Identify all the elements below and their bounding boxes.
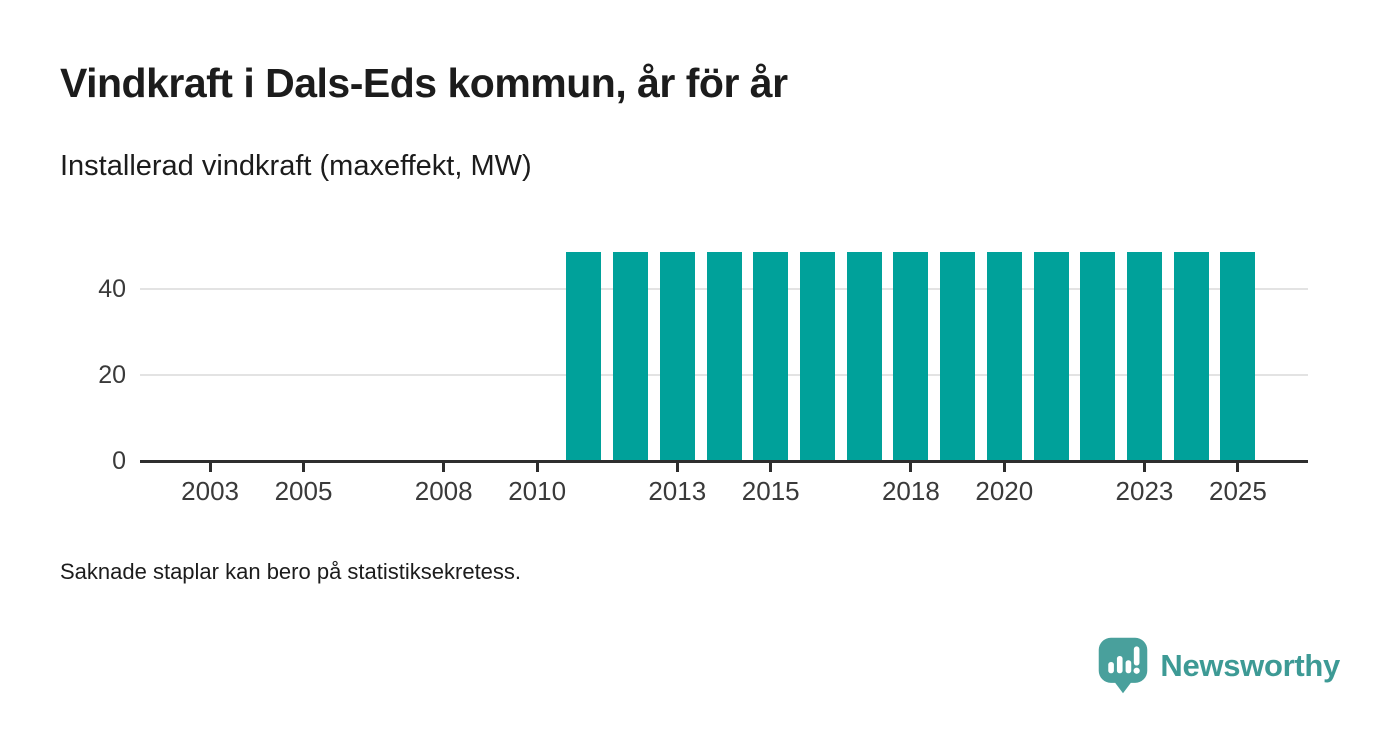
- bar-2015: [753, 252, 789, 461]
- y-tick-label-0: 0: [112, 447, 126, 475]
- x-tick-label-2015: 2015: [741, 476, 800, 506]
- bar-2018: [893, 252, 929, 461]
- x-tick-2008: [442, 463, 446, 472]
- x-tick-2015: [769, 463, 773, 472]
- footnote: Saknade staplar kan bero på statistiksek…: [60, 559, 522, 584]
- x-tick-2005: [302, 463, 306, 472]
- bar-2022: [1080, 252, 1116, 461]
- y-tick-label-20: 20: [98, 361, 126, 389]
- x-tick-label-2013: 2013: [648, 476, 707, 506]
- x-tick-2025: [1236, 463, 1240, 472]
- bar-2012: [613, 252, 649, 461]
- speech-bubble-shape: [1099, 637, 1148, 694]
- x-tick-2013: [675, 463, 679, 472]
- y-axis-labels: 0 20 40: [0, 246, 126, 475]
- bar-2021: [1033, 252, 1069, 461]
- x-tick-2023: [1142, 463, 1146, 472]
- newsworthy-logo[interactable]: Newsworthy: [1097, 636, 1340, 695]
- plot-area: 2003 2005 2008 2010 2013 2015 2018 2020 2023 2025: [140, 246, 1308, 506]
- x-tick-2020: [1002, 463, 1006, 472]
- bar-2014: [706, 252, 742, 461]
- newsworthy-logo-text: Newsworthy: [1160, 647, 1340, 683]
- bar-2017: [846, 252, 882, 461]
- bar-2016: [799, 252, 835, 461]
- x-axis-line: [140, 460, 1308, 463]
- bar-2020: [986, 252, 1022, 461]
- x-tick-label-2025: 2025: [1208, 476, 1267, 506]
- bar-2013: [659, 252, 695, 461]
- chart-subtitle: Installerad vindkraft (maxeffekt, MW): [60, 150, 532, 182]
- bar-2011: [566, 252, 602, 461]
- x-tick-2018: [909, 463, 913, 472]
- x-tick-2003: [208, 463, 212, 472]
- x-tick-label-2018: 2018: [881, 476, 940, 506]
- x-tick-label-2008: 2008: [414, 476, 473, 506]
- x-tick-label-2010: 2010: [508, 476, 567, 506]
- x-tick-2010: [535, 463, 539, 472]
- x-tick-label-2023: 2023: [1115, 476, 1174, 506]
- chart-title: Vindkraft i Dals-Eds kommun, år för år: [60, 60, 788, 106]
- bar-2019: [940, 252, 976, 461]
- y-tick-label-40: 40: [98, 275, 126, 303]
- x-tick-label-2005: 2005: [274, 476, 333, 506]
- bar-2024: [1173, 252, 1209, 461]
- x-tick-label-2003: 2003: [181, 476, 239, 506]
- bar-2023: [1126, 252, 1162, 461]
- bar-chart-speech-bubble-icon: [1097, 636, 1149, 695]
- bar-2025: [1220, 252, 1256, 461]
- x-tick-label-2020: 2020: [975, 476, 1034, 506]
